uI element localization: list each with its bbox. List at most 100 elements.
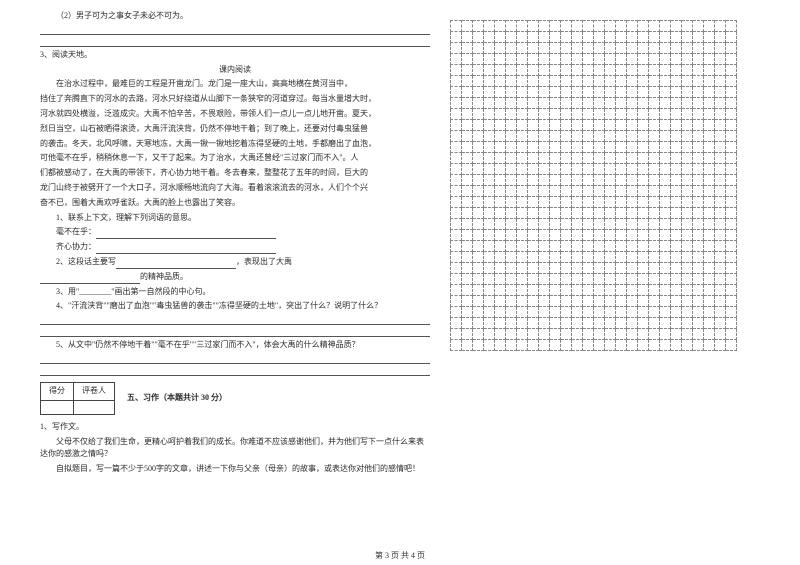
- grid-cell: [539, 175, 550, 186]
- grid-cell: [682, 65, 693, 76]
- grid-cell: [605, 142, 616, 153]
- grid-cell: [484, 230, 495, 241]
- grid-cell: [649, 65, 660, 76]
- q3-subtitle: 课内阅读: [40, 64, 430, 77]
- grid-cell: [594, 131, 605, 142]
- score-header: 评卷人: [74, 382, 115, 400]
- grid-cell: [616, 153, 627, 164]
- grid-cell: [451, 65, 462, 76]
- grid-cell: [550, 43, 561, 54]
- grid-cell: [605, 219, 616, 230]
- grid-cell: [484, 296, 495, 307]
- grid-cell: [517, 164, 528, 175]
- grid-cell: [561, 263, 572, 274]
- grid-cell: [539, 131, 550, 142]
- grid-cell: [539, 164, 550, 175]
- grid-cell: [682, 318, 693, 329]
- grid-cell: [572, 153, 583, 164]
- grid-cell: [726, 175, 737, 186]
- grid-cell: [561, 230, 572, 241]
- grid-cell: [704, 307, 715, 318]
- grid-cell: [638, 307, 649, 318]
- grid-cell: [572, 274, 583, 285]
- grid-cell: [583, 252, 594, 263]
- grid-cell: [726, 54, 737, 65]
- grid-cell: [638, 142, 649, 153]
- grid-cell: [495, 76, 506, 87]
- grid-cell: [572, 109, 583, 120]
- q3-2c: 的精神品质。: [40, 271, 430, 284]
- grid-cell: [726, 164, 737, 175]
- grid-cell: [671, 241, 682, 252]
- grid-cell: [528, 197, 539, 208]
- grid-cell: [715, 142, 726, 153]
- grid-cell: [539, 252, 550, 263]
- grid-cell: [462, 186, 473, 197]
- grid-cell: [583, 186, 594, 197]
- grid-cell: [506, 153, 517, 164]
- grid-cell: [517, 329, 528, 340]
- grid-cell: [462, 219, 473, 230]
- grid-cell: [572, 65, 583, 76]
- grid-cell: [638, 197, 649, 208]
- passage-line: 在治水过程中，最难巨的工程是开凿龙门。龙门是一座大山，高高地横在黄河当中，: [40, 78, 430, 91]
- grid-cell: [495, 340, 506, 351]
- grid-cell: [528, 32, 539, 43]
- grid-cell: [572, 76, 583, 87]
- grid-cell: [473, 296, 484, 307]
- grid-cell: [638, 263, 649, 274]
- score-header: 得分: [41, 382, 74, 400]
- grid-cell: [693, 120, 704, 131]
- grid-cell: [583, 120, 594, 131]
- grid-cell: [649, 87, 660, 98]
- grid-cell: [704, 21, 715, 32]
- grid-cell: [528, 54, 539, 65]
- grid-cell: [627, 54, 638, 65]
- grid-cell: [693, 219, 704, 230]
- grid-cell: [550, 76, 561, 87]
- grid-cell: [539, 263, 550, 274]
- grid-cell: [583, 98, 594, 109]
- grid-cell: [627, 208, 638, 219]
- grid-cell: [638, 329, 649, 340]
- grid-cell: [616, 87, 627, 98]
- grid-cell: [693, 208, 704, 219]
- grid-cell: [605, 285, 616, 296]
- grid-cell: [572, 241, 583, 252]
- grid-cell: [528, 219, 539, 230]
- grid-cell: [704, 120, 715, 131]
- grid-cell: [462, 296, 473, 307]
- grid-cell: [539, 109, 550, 120]
- q2-sub2: （2）男子可为之事女子未必不可为。: [40, 10, 430, 23]
- grid-cell: [660, 208, 671, 219]
- grid-cell: [605, 54, 616, 65]
- grid-cell: [671, 54, 682, 65]
- grid-cell: [451, 263, 462, 274]
- score-cell: [74, 400, 115, 414]
- grid-cell: [671, 175, 682, 186]
- grid-cell: [473, 98, 484, 109]
- grid-cell: [682, 98, 693, 109]
- grid-cell: [594, 76, 605, 87]
- grid-cell: [561, 197, 572, 208]
- grid-cell: [638, 175, 649, 186]
- grid-cell: [605, 98, 616, 109]
- grid-cell: [671, 32, 682, 43]
- q5-p1: 父母不仅给了我们生命，更精心呵护着我们的成长。你难道不应该感谢他们，并为他们写下…: [40, 436, 430, 462]
- grid-cell: [517, 120, 528, 131]
- grid-cell: [715, 54, 726, 65]
- grid-cell: [649, 274, 660, 285]
- grid-cell: [528, 43, 539, 54]
- grid-cell: [495, 241, 506, 252]
- grid-cell: [726, 329, 737, 340]
- grid-cell: [539, 296, 550, 307]
- grid-cell: [572, 186, 583, 197]
- grid-cell: [462, 252, 473, 263]
- grid-cell: [495, 307, 506, 318]
- grid-cell: [704, 241, 715, 252]
- grid-cell: [550, 230, 561, 241]
- grid-cell: [715, 197, 726, 208]
- answer-line: [40, 327, 430, 337]
- grid-cell: [583, 87, 594, 98]
- grid-cell: [715, 208, 726, 219]
